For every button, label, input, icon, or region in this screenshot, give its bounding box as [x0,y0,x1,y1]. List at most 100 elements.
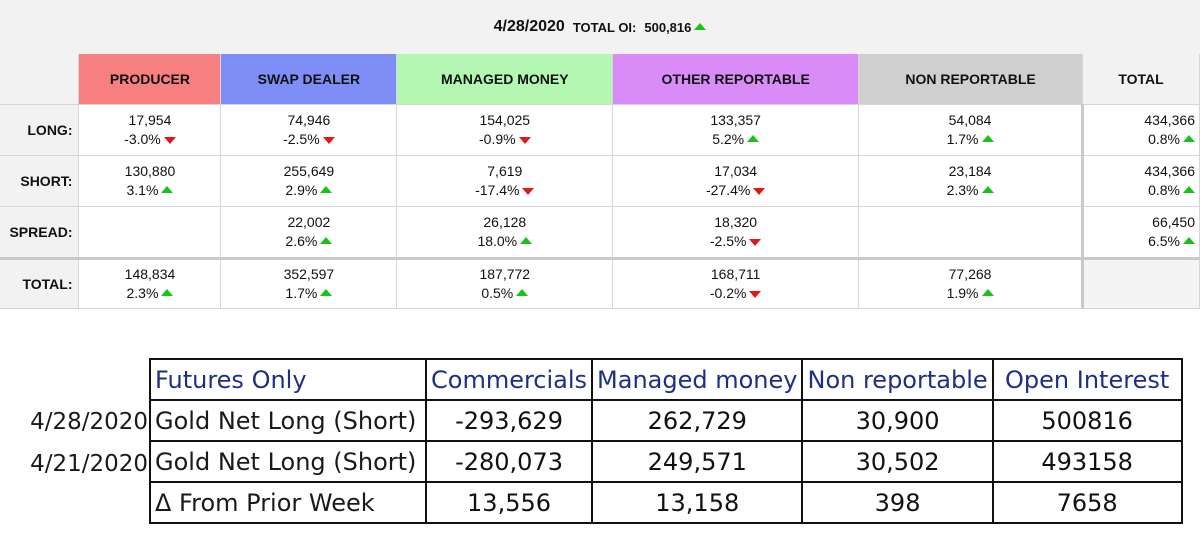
col-other-reportable: OTHER REPORTABLE [612,54,860,105]
up-arrow-icon [520,237,533,244]
percent-text: 3.1% [126,182,159,198]
col-producer: PRODUCER [78,54,222,105]
up-arrow-icon [981,135,994,142]
up-arrow-icon [747,135,760,142]
cell-value: 17,954 [128,112,172,128]
cell-value: 187,772 [479,266,531,282]
row-label: Gold Net Long (Short) [149,440,427,483]
value-cell: 255,649 2.9% [220,155,398,207]
down-arrow-icon [163,137,176,144]
cell-percent: 2.6% [221,232,396,251]
percent-text: -17.4% [475,182,520,198]
value-cell [78,206,222,259]
percent-text: 2.9% [285,182,318,198]
header-futures-only: Futures Only [149,358,427,401]
percent-text: 2.6% [285,233,318,249]
cell-percent: -17.4% [397,181,612,200]
cell-value: 77,268 [948,266,992,282]
value-cell: 130,880 3.1% [78,155,222,207]
futures-header-row: Futures Only Commercials Managed money N… [149,358,1183,401]
percent-text: 0.8% [1148,182,1180,198]
header-open-interest: Open Interest [991,358,1183,401]
managed-money-cell: 262,729 [591,399,804,442]
up-arrow-icon [516,289,529,296]
col-total: TOTAL [1082,54,1200,105]
percent-text: -2.5% [283,131,320,147]
percent-text: 0.8% [1148,131,1180,147]
row-label: TOTAL: [0,257,80,309]
commercials-cell: -280,073 [424,440,594,483]
up-arrow-icon [981,289,994,296]
up-arrow-icon [1183,135,1195,142]
up-arrow-icon [1183,237,1195,244]
cell-value: 54,084 [948,112,992,128]
non-reportable-cell: 30,900 [801,399,994,442]
value-cell: 77,268 1.9% [858,257,1083,309]
table-row: Δ From Prior Week 13,556 13,158 398 7658 [149,481,1183,524]
up-arrow-icon [161,186,174,193]
cell-percent: -2.5% [613,232,858,251]
cell-value: 255,649 [283,163,335,179]
futures-section: 4/28/2020 4/21/2020 Futures Only Commerc… [0,356,1200,536]
col-non-reportable: NON REPORTABLE [858,54,1083,105]
col-swap-dealer: SWAP DEALER [220,54,398,105]
table-row: SHORT: 130,880 3.1% 255,649 2.9% 7,619 -17.4% 1… [0,155,1200,207]
percent-text: 5.2% [712,131,745,147]
percent-text: -3.0% [124,131,161,147]
cell-percent: -0.2% [613,284,858,303]
table-row: TOTAL: 148,834 2.3% 352,597 1.7% 187,772 0.5% 1… [0,257,1200,309]
cot-panel: 4/28/2020 TOTAL OI: 500,816 PRODUCER SWA… [0,0,1200,309]
row-label: SHORT: [0,155,80,207]
up-arrow-icon [320,289,333,296]
cell-percent: 6.5% [1084,232,1195,251]
up-arrow-icon [981,186,994,193]
cell-percent: 2.3% [859,181,1081,200]
cot-table: PRODUCER SWAP DEALER MANAGED MONEY OTHER… [0,54,1200,309]
down-arrow-icon [518,137,531,144]
commercials-cell: 13,556 [424,481,594,524]
percent-text: 2.3% [126,285,159,301]
col-managed-money: MANAGED MONEY [396,54,614,105]
value-cell: 168,711 -0.2% [612,257,860,309]
non-reportable-cell: 30,502 [801,440,994,483]
percent-text: 1.9% [946,285,979,301]
cell-value: 154,025 [479,112,531,128]
cot-body: LONG: 17,954 -3.0% 74,946 -2.5% 154,025 -0.9% 1… [0,104,1200,309]
down-arrow-icon [749,239,762,246]
value-cell: 17,954 -3.0% [78,104,222,156]
value-cell: 17,034 -27.4% [612,155,860,207]
row-label: LONG: [0,104,80,156]
cell-value: 133,357 [710,112,761,128]
cot-header-row: PRODUCER SWAP DEALER MANAGED MONEY OTHER… [0,54,1200,105]
percent-text: -0.9% [479,131,516,147]
percent-text: 1.7% [285,285,318,301]
table-row: LONG: 17,954 -3.0% 74,946 -2.5% 154,025 -0.9% 1… [0,104,1200,156]
managed-money-cell: 13,158 [591,481,804,524]
up-arrow-icon [694,22,707,30]
value-cell: 434,366 0.8% [1081,155,1200,207]
cell-value: 352,597 [283,266,335,282]
percent-text: -0.2% [709,285,747,301]
down-arrow-icon [753,188,766,195]
managed-money-cell: 249,571 [591,440,804,483]
total-oi-value: 500,816 [644,20,707,35]
row-label: SPREAD: [0,206,80,259]
cell-value: 18,320 [714,214,758,230]
value-cell: 154,025 -0.9% [396,104,614,156]
value-cell: 22,002 2.6% [220,206,398,259]
up-arrow-icon [1183,186,1195,193]
table-row: Gold Net Long (Short) -280,073 249,571 3… [149,440,1183,483]
cell-percent: 2.9% [221,181,396,200]
percent-text: 0.5% [481,285,514,301]
corner-cell [0,54,80,105]
cell-percent: 0.8% [1084,130,1195,149]
value-cell: 26,128 18.0% [396,206,614,259]
value-cell: 148,834 2.3% [78,257,222,309]
percent-text: 6.5% [1148,233,1180,249]
cell-value: 26,128 [483,214,527,230]
cell-percent: 1.7% [221,284,396,303]
header-non-reportable: Non reportable [801,358,994,401]
cell-percent: 5.2% [613,130,858,149]
value-cell: 7,619 -17.4% [396,155,614,207]
futures-table: Futures Only Commercials Managed money N… [149,358,1183,524]
